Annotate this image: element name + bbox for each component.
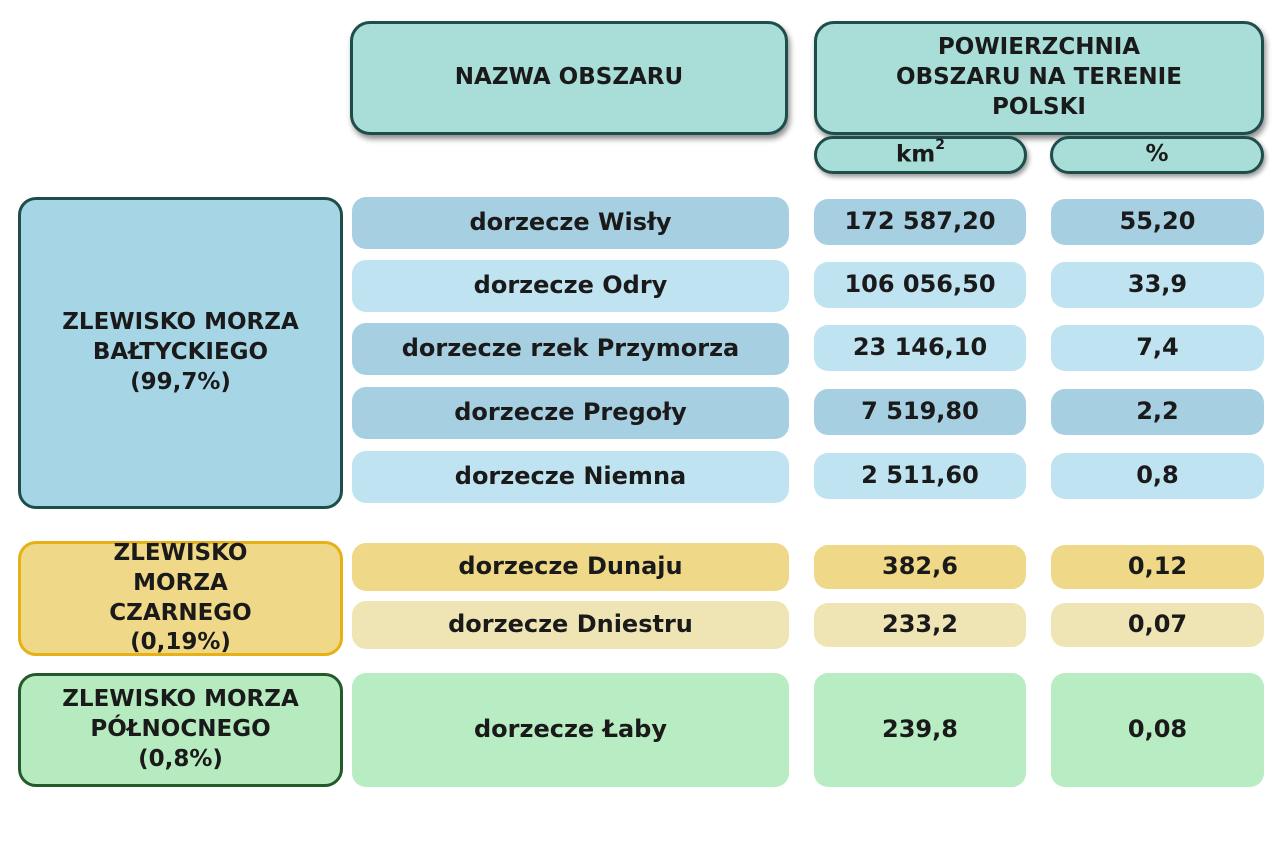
- group-baltic-name: ZLEWISKO MORZA BAŁTYCKIEGO: [62, 309, 299, 366]
- row-name: dorzecze Łaby: [352, 673, 789, 787]
- row-km2: 7 519,80: [814, 389, 1026, 435]
- group-baltic-share: (99,7%): [130, 368, 231, 395]
- row-km2-text: 239,8: [882, 715, 958, 744]
- row-pct: 7,4: [1051, 325, 1264, 371]
- row-km2-text: 172 587,20: [844, 207, 996, 236]
- row-name: dorzecze Dniestru: [352, 601, 789, 649]
- row-name: dorzecze Wisły: [352, 197, 789, 249]
- row-name-text: dorzecze Niemna: [454, 462, 687, 491]
- group-black-sea-share: (0,19%): [130, 629, 231, 656]
- row-pct-text: 55,20: [1119, 207, 1196, 236]
- row-name-text: dorzecze Dniestru: [448, 610, 693, 639]
- row-km2: 2 511,60: [814, 453, 1026, 499]
- header-km2-unit: km2: [814, 136, 1027, 174]
- km-unit-superscript: 2: [935, 136, 945, 153]
- row-name-text: dorzecze Odry: [473, 271, 668, 300]
- row-pct: 2,2: [1051, 389, 1264, 435]
- header-area-name: NAZWA OBSZARU: [350, 21, 788, 135]
- row-name-text: dorzecze rzek Przymorza: [401, 334, 740, 363]
- row-pct: 0,08: [1051, 673, 1264, 787]
- header-percent-unit: %: [1050, 136, 1264, 174]
- row-km2: 382,6: [814, 545, 1026, 589]
- row-pct: 0,8: [1051, 453, 1264, 499]
- row-name: dorzecze Pregoły: [352, 387, 789, 439]
- row-name: dorzecze rzek Przymorza: [352, 323, 789, 375]
- row-pct-text: 0,8: [1136, 461, 1179, 490]
- row-pct-text: 2,2: [1136, 397, 1179, 426]
- row-km2: 172 587,20: [814, 199, 1026, 245]
- header-area-name-label: NAZWA OBSZARU: [454, 64, 684, 91]
- group-black-sea-name: ZLEWISKO MORZA CZARNEGO: [109, 539, 252, 626]
- km-unit-label: km: [895, 141, 936, 168]
- row-km2-text: 23 146,10: [852, 333, 988, 362]
- row-name: dorzecze Odry: [352, 260, 789, 312]
- row-km2-text: 106 056,50: [844, 270, 996, 299]
- header-area-size-label: POWIERZCHNIA OBSZARU NA TERENIE POLSKI: [896, 34, 1182, 120]
- row-km2: 233,2: [814, 603, 1026, 647]
- row-name: dorzecze Dunaju: [352, 543, 789, 591]
- row-km2-text: 2 511,60: [861, 461, 979, 490]
- row-km2: 106 056,50: [814, 262, 1026, 308]
- row-pct-text: 33,9: [1127, 270, 1188, 299]
- row-pct: 0,07: [1051, 603, 1264, 647]
- row-pct-text: 0,08: [1127, 715, 1188, 744]
- row-name-text: dorzecze Dunaju: [458, 552, 683, 581]
- row-pct-text: 0,07: [1127, 610, 1188, 639]
- group-baltic-sea: ZLEWISKO MORZA BAŁTYCKIEGO (99,7%): [18, 197, 343, 509]
- row-pct: 33,9: [1051, 262, 1264, 308]
- row-name-text: dorzecze Łaby: [473, 715, 667, 744]
- row-pct-text: 0,12: [1127, 552, 1188, 581]
- row-pct: 0,12: [1051, 545, 1264, 589]
- row-km2: 23 146,10: [814, 325, 1026, 371]
- header-area-size: POWIERZCHNIA OBSZARU NA TERENIE POLSKI: [814, 21, 1264, 135]
- row-km2-text: 233,2: [882, 610, 958, 639]
- row-name-text: dorzecze Wisły: [469, 208, 672, 237]
- row-pct-text: 7,4: [1136, 333, 1179, 362]
- group-black-sea: ZLEWISKO MORZA CZARNEGO (0,19%): [18, 539, 343, 656]
- row-pct: 55,20: [1051, 199, 1264, 245]
- row-km2: 239,8: [814, 673, 1026, 787]
- row-name: dorzecze Niemna: [352, 451, 789, 503]
- row-km2-text: 7 519,80: [861, 397, 979, 426]
- group-north-sea-name: ZLEWISKO MORZA PÓŁNOCNEGO: [62, 686, 299, 743]
- row-name-text: dorzecze Pregoły: [454, 398, 687, 427]
- group-north-sea-share: (0,8%): [138, 745, 223, 772]
- percent-unit-label: %: [1145, 141, 1169, 168]
- group-north-sea: ZLEWISKO MORZA PÓŁNOCNEGO (0,8%): [18, 673, 343, 787]
- row-km2-text: 382,6: [882, 552, 958, 581]
